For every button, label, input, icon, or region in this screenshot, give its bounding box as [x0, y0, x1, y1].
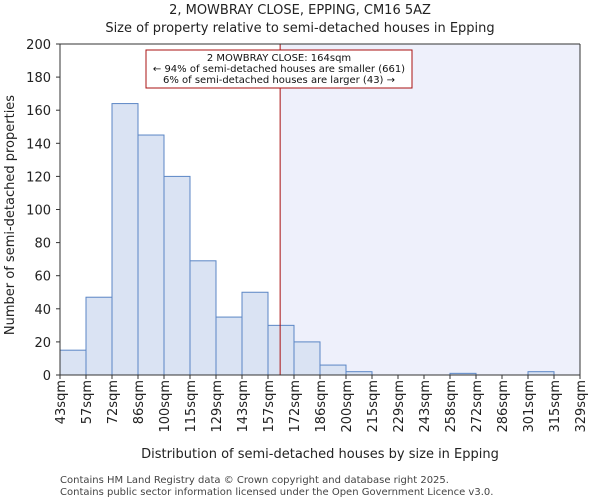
x-tick-label: 186sqm [314, 380, 329, 433]
x-tick-label: 229sqm [392, 380, 407, 433]
x-tick-label: 115sqm [184, 380, 199, 433]
annotation-box: 2 MOWBRAY CLOSE: 164sqm ← 94% of semi-de… [145, 49, 413, 89]
x-tick-label: 315sqm [548, 380, 563, 433]
y-tick-label: 0 [43, 369, 51, 384]
x-tick-label: 200sqm [340, 380, 355, 433]
bar-57sqm [85, 296, 113, 376]
x-tick-label: 157sqm [262, 380, 277, 433]
annotation-line-3: 6% of semi-detached houses are larger (4… [163, 75, 395, 86]
bar-129sqm [215, 316, 243, 376]
annotation-line-1: 2 MOWBRAY CLOSE: 164sqm [207, 53, 351, 64]
larger-region-shade [280, 44, 580, 375]
bar-157sqm [267, 324, 295, 376]
bar-100sqm [163, 175, 191, 376]
x-tick-label: 215sqm [366, 380, 381, 433]
chart-title: 2, MOWBRAY CLOSE, EPPING, CM16 5AZ [169, 3, 431, 18]
x-tick-label: 43sqm [54, 380, 69, 424]
y-tick-label: 200 [26, 38, 51, 53]
bar-115sqm [189, 260, 217, 376]
y-axis-label: Number of semi-detached properties [3, 95, 18, 335]
y-ticks: 0 20 40 60 80 100 120 140 160 180 200 [26, 38, 60, 384]
x-axis-label: Distribution of semi-detached houses by … [141, 447, 499, 462]
x-tick-label: 72sqm [106, 380, 121, 424]
x-tick-label: 143sqm [236, 380, 251, 433]
annotation-line-2: ← 94% of semi-detached houses are smalle… [153, 64, 405, 75]
y-tick-label: 140 [26, 137, 51, 152]
footer-line-2: Contains public sector information licen… [60, 487, 493, 498]
x-tick-label: 86sqm [132, 380, 147, 424]
y-tick-label: 40 [34, 303, 51, 318]
bar-172sqm [293, 341, 321, 376]
plot-area: 0 20 40 60 80 100 120 140 160 180 200 43sqm 57sqm 72… [26, 38, 589, 433]
x-tick-label: 57sqm [80, 380, 95, 424]
y-tick-label: 100 [26, 204, 51, 219]
y-tick-label: 80 [34, 237, 51, 252]
y-tick-label: 60 [34, 270, 51, 285]
y-tick-label: 20 [34, 336, 51, 351]
y-tick-label: 180 [26, 71, 51, 86]
annotation-frame [145, 49, 413, 89]
x-tick-label: 286sqm [496, 380, 511, 433]
y-tick-label: 160 [26, 104, 51, 119]
y-tick-label: 120 [26, 170, 51, 185]
x-tick-label: 258sqm [444, 380, 459, 433]
bar-72sqm [111, 103, 139, 376]
x-tick-label: 329sqm [574, 380, 589, 433]
bar-186sqm [319, 364, 347, 376]
x-tick-label: 301sqm [522, 380, 537, 433]
x-tick-label: 272sqm [470, 380, 485, 433]
bar-86sqm [137, 134, 165, 376]
bar-43sqm [59, 349, 87, 376]
bar-143sqm [241, 291, 269, 376]
x-ticks: 43sqm 57sqm 72sqm 86sqm 100sqm 115sqm 129sqm 14… [54, 375, 589, 433]
x-tick-label: 243sqm [418, 380, 433, 433]
x-tick-label: 129sqm [210, 380, 225, 433]
bars [59, 103, 555, 376]
x-tick-label: 172sqm [288, 380, 303, 433]
x-tick-label: 100sqm [158, 380, 173, 433]
chart-subtitle: Size of property relative to semi-detach… [105, 21, 494, 36]
footer-line-1: Contains HM Land Registry data © Crown c… [60, 475, 449, 486]
